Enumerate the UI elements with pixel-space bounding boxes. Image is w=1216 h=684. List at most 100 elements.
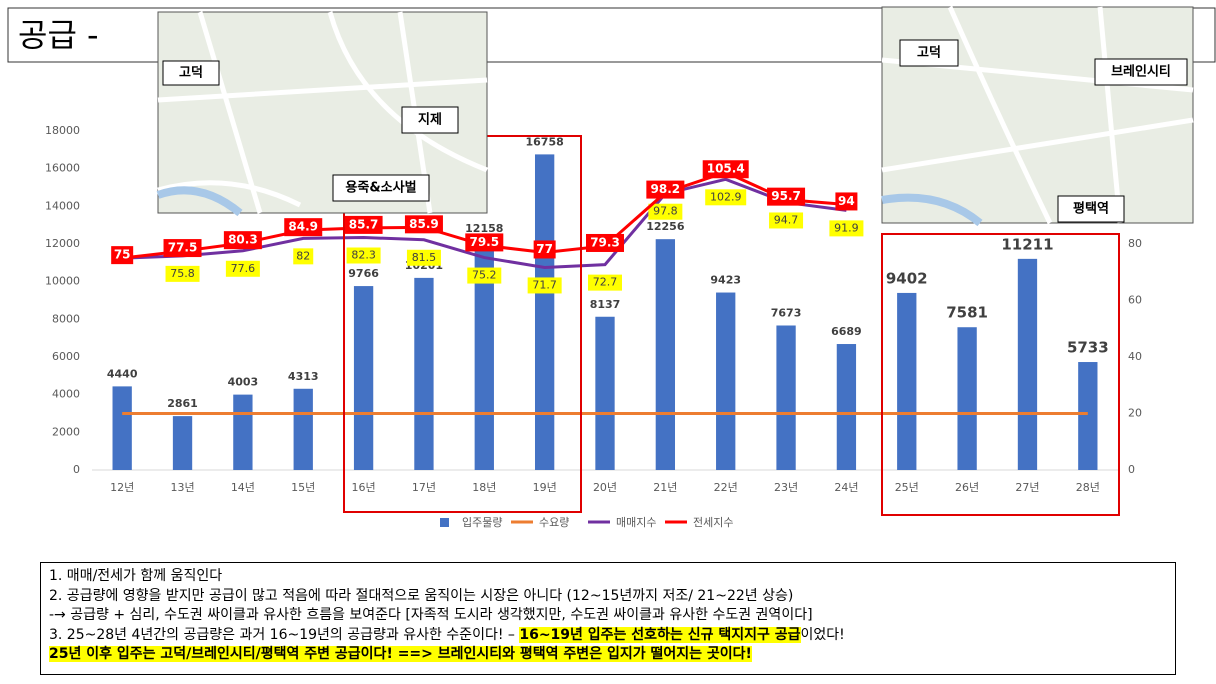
data-label: 75.2	[472, 269, 497, 282]
bar-label: 11211	[1001, 235, 1053, 253]
map-label: 용죽&소사벌	[345, 180, 416, 196]
note-highlight: 25년 이후 입주는 고덕/브레인시티/평택역 주변 공급이다! ==> 브레인…	[49, 646, 752, 662]
map-label: 고덕	[917, 45, 941, 61]
bar	[353, 286, 374, 470]
label-bg	[465, 233, 504, 252]
label-bg	[586, 233, 624, 252]
bar-label: 16758	[526, 135, 564, 148]
label-bg	[702, 160, 749, 179]
map-label: 고덕	[179, 65, 203, 81]
y2-tick-label: 40	[1128, 350, 1142, 363]
y-tick-label: 8000	[52, 312, 80, 325]
x-tick-label: 14년	[231, 481, 255, 494]
map: 고덕 지제 용죽&소사벌	[156, 11, 488, 217]
label-bg	[223, 231, 262, 250]
highlight-box	[881, 233, 1120, 516]
y2-tick-label: 20	[1128, 407, 1142, 420]
data-label: 79.5	[469, 235, 499, 249]
notes: 1. 매매/전세가 함께 움직인다 2. 공급량에 영향을 받지만 공급이 많고…	[40, 562, 1176, 675]
plot: 0 2000 4000 6000 8000 10000 12000 14000 16000 180…	[45, 124, 1142, 529]
page-title: 공급 -	[18, 16, 99, 54]
data-label: 94.7	[774, 213, 799, 226]
x-tick-label: 12년	[110, 481, 134, 494]
bar-label: 6689	[831, 325, 862, 338]
bar-label: 12158	[465, 222, 503, 235]
label-bg	[527, 277, 562, 294]
map-road	[157, 11, 488, 214]
y-tick-label: 6000	[52, 350, 80, 363]
y-tick-label: 18000	[45, 124, 80, 137]
bar	[112, 386, 132, 470]
data-label: 98.2	[651, 182, 681, 196]
y-tick-label: 2000	[52, 425, 80, 438]
map-label: 평택역	[1073, 201, 1109, 217]
map-label: 지제	[418, 113, 442, 128]
bar-label: 9423	[710, 274, 741, 287]
x-tick-label: 24년	[834, 481, 858, 494]
map-label-box	[162, 60, 220, 86]
x-tick-label: 13년	[170, 481, 194, 494]
label-bg	[588, 274, 622, 291]
y-tick-label: 4000	[52, 388, 80, 401]
label-bg	[346, 247, 381, 264]
data-label: 77.6	[231, 262, 256, 275]
data-label: 102.9	[710, 190, 742, 203]
label-bg	[829, 220, 864, 237]
data-label: 84.9	[288, 220, 318, 234]
map-label-box	[401, 106, 459, 134]
bar-label: 7673	[771, 306, 802, 319]
y-tick-label: 12000	[45, 237, 80, 250]
map: 고덕 브레인시티 평택역	[881, 5, 1194, 227]
bar	[655, 239, 676, 470]
y-tick-label: 0	[73, 463, 80, 476]
legend-label: 입주물량	[462, 516, 502, 529]
bar	[414, 277, 434, 470]
data-label: 72.7	[593, 276, 618, 289]
data-label: 77.5	[168, 241, 198, 255]
line	[122, 177, 847, 269]
bar-label: 4440	[107, 367, 138, 380]
note-line: 2. 공급량에 영향을 받지만 공급이 많고 적음에 따라 절대적으로 움직이는…	[49, 587, 794, 604]
bar	[836, 344, 857, 470]
note-highlight: 16~19년 입주는 선호하는 신규 택지지구 공급	[519, 626, 801, 643]
note-line: 1. 매매/전세가 함께 움직인다	[49, 568, 223, 584]
legend-label: 매매지수	[616, 516, 656, 529]
data-label: 95.7	[771, 189, 801, 203]
note-line: -→ 공급량 + 심리, 수도권 싸이클과 유사한 흐름을 보여준다 [자족적 …	[49, 607, 813, 623]
x-tick-label: 23년	[774, 481, 798, 494]
x-tick-label: 20년	[593, 481, 617, 494]
label-bg	[648, 203, 683, 220]
bar	[897, 292, 917, 470]
note-line: 25년 이후 입주는 고덕/브레인시티/평택역 주변 공급이다! ==> 브레인…	[49, 645, 1167, 665]
bar-label: 8137	[590, 298, 621, 311]
bar-label: 9402	[886, 269, 928, 287]
map-image	[881, 6, 1194, 224]
data-label: 91.9	[834, 221, 859, 234]
title-frame	[7, 7, 1216, 63]
map-label: 브레인시티	[1111, 64, 1171, 80]
x-tick-label: 16년	[352, 481, 376, 494]
y-tick-label: 14000	[45, 199, 80, 212]
map-label-box	[1057, 195, 1125, 223]
y2-tick-label: 0	[1128, 463, 1135, 476]
bar-label: 4003	[228, 376, 259, 389]
label-bg	[705, 189, 747, 206]
x-tick-label: 26년	[955, 481, 979, 494]
label-bg	[767, 187, 806, 206]
label-bg	[404, 215, 443, 234]
label-bg	[533, 240, 556, 259]
label-bg	[406, 249, 441, 266]
bar	[595, 316, 615, 470]
x-tick-label: 17년	[412, 481, 436, 494]
bar	[233, 394, 253, 470]
map-river	[881, 193, 983, 227]
bar	[1017, 258, 1038, 470]
map-label-box	[1094, 58, 1188, 86]
data-label: 80.3	[228, 233, 258, 247]
legend-label: 전세지수	[693, 516, 733, 529]
x-tick-label: 19년	[533, 481, 557, 494]
label-bg	[646, 180, 685, 199]
label-bg	[163, 239, 202, 258]
y2-tick-label: 60	[1128, 294, 1142, 307]
